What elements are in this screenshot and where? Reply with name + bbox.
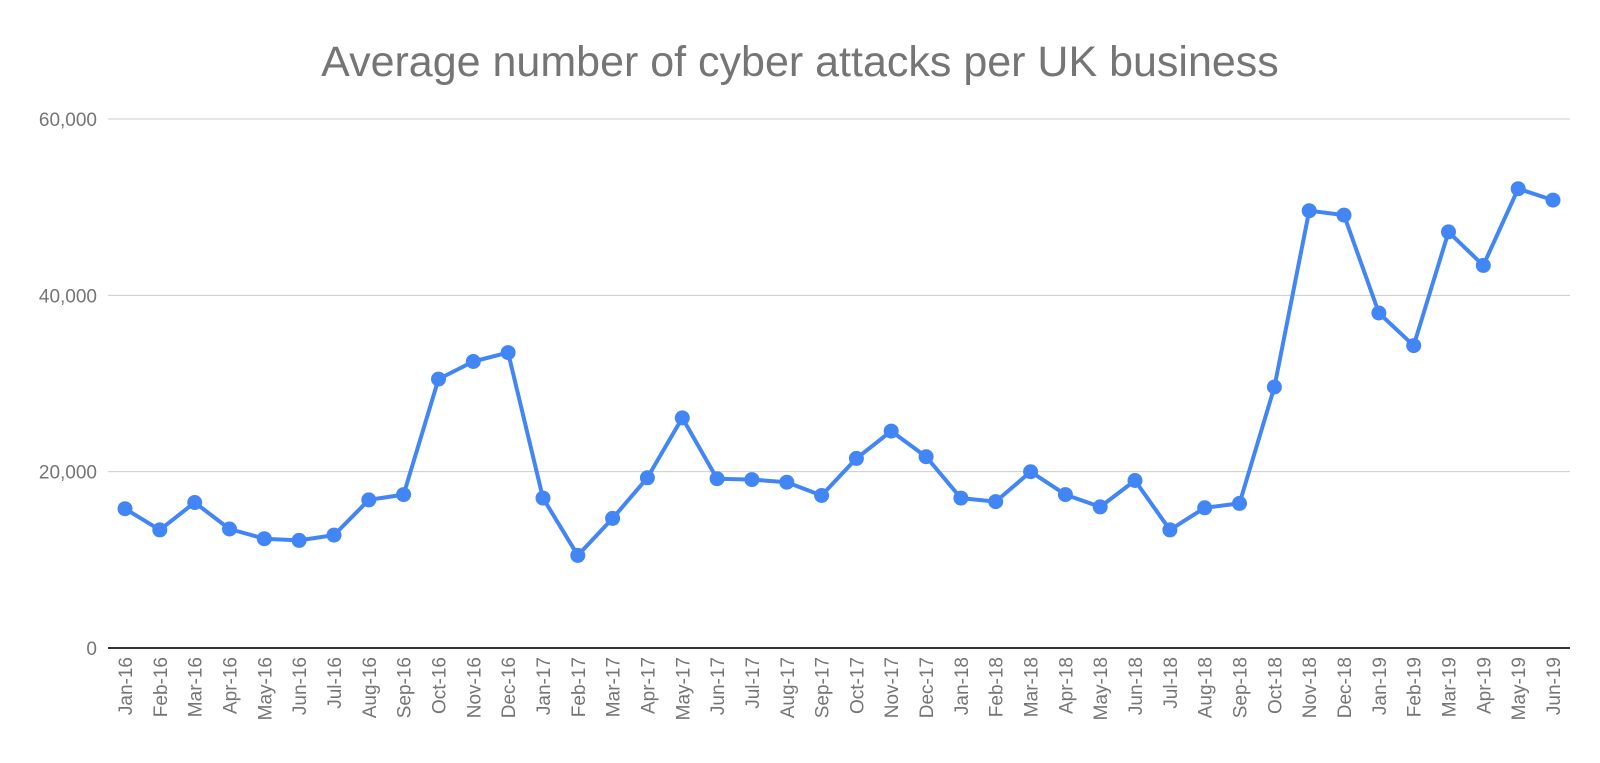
x-axis-tick-label: Mar-16: [186, 657, 207, 717]
data-point[interactable]: [187, 495, 203, 510]
data-points: [117, 181, 1561, 563]
data-point[interactable]: [779, 474, 795, 490]
data-point[interactable]: [988, 494, 1004, 510]
data-point[interactable]: [117, 501, 133, 517]
x-axis-tick-label: Jun-16: [290, 657, 311, 715]
x-axis-tick-label: Mar-19: [1440, 657, 1461, 717]
x-axis-tick-label: May-18: [1091, 657, 1112, 720]
x-axis-tick-label: Dec-18: [1335, 657, 1356, 718]
x-axis-tick-label: Feb-19: [1405, 657, 1426, 717]
x-axis-tick-label: Jan-19: [1370, 657, 1391, 715]
data-point[interactable]: [152, 522, 168, 538]
x-axis-tick-label: Jul-16: [325, 657, 346, 709]
data-point[interactable]: [465, 354, 481, 369]
x-axis-tick-label: Aug-16: [360, 657, 381, 718]
data-point[interactable]: [500, 345, 516, 361]
x-axis-tick-label: Apr-17: [638, 657, 659, 714]
data-point[interactable]: [326, 527, 342, 543]
x-axis-tick-label: May-19: [1509, 657, 1530, 720]
data-point[interactable]: [1301, 203, 1317, 219]
data-point[interactable]: [709, 471, 725, 487]
x-axis-tick-label: Dec-17: [917, 657, 938, 718]
x-axis-tick-label: Mar-17: [604, 657, 625, 717]
data-point[interactable]: [361, 492, 377, 508]
data-point[interactable]: [1441, 224, 1456, 240]
data-point[interactable]: [883, 423, 899, 439]
data-point[interactable]: [918, 449, 934, 465]
gridlines: [108, 118, 1570, 473]
data-point[interactable]: [1057, 487, 1073, 503]
y-axis-tick-label: 20,000: [39, 463, 97, 484]
data-point[interactable]: [1127, 473, 1143, 488]
x-axis-tick-label: Jul-18: [1161, 657, 1182, 709]
x-axis-tick-label: Jun-17: [708, 657, 729, 715]
x-axis-tick-label: Oct-16: [429, 657, 450, 714]
x-axis-tick-label: Jan-16: [116, 657, 137, 715]
data-point[interactable]: [1406, 338, 1422, 354]
data-point[interactable]: [222, 521, 237, 537]
x-axis-tick-label: Nov-17: [882, 657, 903, 718]
x-axis-tick-label: Sep-18: [1231, 657, 1252, 718]
y-axis-labels: 0 20,000 40,000 60,000: [39, 110, 97, 660]
data-point[interactable]: [535, 490, 551, 506]
x-axis-tick-label: Jun-19: [1544, 657, 1565, 715]
x-axis-labels: Jan-16 Feb-16 Mar-16 Apr-16 May-16 Jun-16 Jul-…: [116, 657, 1565, 720]
x-axis-tick-label: Dec-16: [499, 657, 520, 718]
x-axis-tick-label: Apr-19: [1474, 657, 1495, 714]
data-point[interactable]: [1266, 379, 1282, 395]
x-axis-tick-label: Feb-18: [987, 657, 1008, 717]
data-point[interactable]: [953, 490, 969, 506]
data-point[interactable]: [431, 371, 446, 387]
data-point[interactable]: [848, 450, 864, 466]
x-axis-tick-label: Mar-18: [1022, 657, 1043, 717]
data-point[interactable]: [291, 532, 307, 548]
x-axis-tick-label: Sep-17: [813, 657, 834, 718]
data-point[interactable]: [1371, 305, 1387, 321]
data-point[interactable]: [570, 547, 586, 563]
x-axis-tick-label: Apr-18: [1056, 657, 1077, 714]
x-axis-tick-label: Jan-17: [534, 657, 555, 715]
data-point[interactable]: [605, 510, 621, 526]
y-axis-tick-label: 0: [86, 639, 97, 660]
data-point[interactable]: [814, 488, 830, 503]
x-axis-tick-label: Jan-18: [952, 657, 973, 715]
y-axis-tick-label: 40,000: [39, 286, 97, 307]
data-point[interactable]: [396, 487, 412, 503]
data-point[interactable]: [256, 531, 272, 547]
data-point[interactable]: [1545, 192, 1561, 208]
data-point[interactable]: [1510, 181, 1526, 197]
data-point[interactable]: [1162, 522, 1178, 538]
x-axis-tick-label: Nov-18: [1300, 657, 1321, 718]
x-axis-tick-label: Aug-17: [778, 657, 799, 718]
data-point[interactable]: [1336, 207, 1352, 223]
data-point[interactable]: [744, 472, 760, 488]
x-axis-tick-label: May-16: [255, 657, 276, 720]
x-axis-tick-label: Aug-18: [1196, 657, 1217, 718]
x-axis-tick-label: May-17: [673, 657, 694, 720]
x-axis-tick-label: Oct-17: [847, 657, 868, 714]
data-point[interactable]: [1475, 257, 1491, 273]
data-point[interactable]: [1232, 495, 1247, 511]
chart-title: Average number of cyber attacks per UK b…: [321, 38, 1279, 86]
x-axis-tick-label: Oct-18: [1265, 657, 1286, 714]
x-axis-tick-label: Apr-16: [220, 657, 241, 714]
x-axis-tick-label: Jul-17: [743, 657, 764, 709]
x-axis-tick-label: Nov-16: [464, 657, 485, 718]
x-axis-tick-label: Sep-16: [395, 657, 416, 718]
series-line: [123, 186, 1555, 558]
y-axis-tick-label: 60,000: [39, 110, 97, 131]
data-point[interactable]: [1092, 499, 1108, 515]
data-point[interactable]: [1197, 500, 1213, 516]
x-axis-tick-label: Jun-18: [1126, 657, 1147, 715]
x-axis-tick-label: Feb-16: [151, 657, 172, 717]
data-point[interactable]: [639, 470, 655, 486]
data-point[interactable]: [1023, 464, 1039, 480]
x-axis-tick-label: Feb-17: [569, 657, 590, 717]
data-point[interactable]: [674, 410, 690, 426]
